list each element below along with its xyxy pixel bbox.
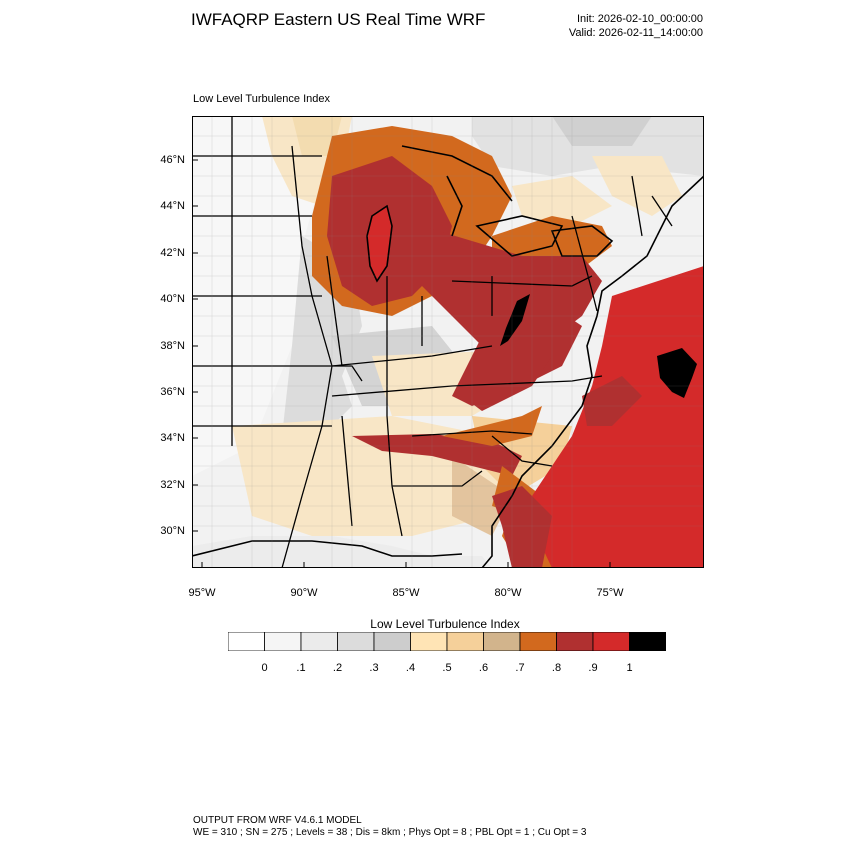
colorbar-label: .3 [369,662,379,674]
lon-label: 85°W [392,587,420,599]
field-title: Low Level Turbulence Index [193,93,330,105]
colorbar-label: 1 [626,662,633,674]
lat-label: 46°N [160,154,185,166]
lon-label: 80°W [494,587,522,599]
colorbar-label: .9 [588,662,598,674]
colorbar-label: .8 [551,662,562,674]
footer-model-line: OUTPUT FROM WRF V4.6.1 MODEL [193,815,362,826]
colorbar-label: .5 [442,662,452,674]
colorbar-swatch [629,632,666,651]
lat-label: 30°N [160,525,185,537]
colorbar-swatch [483,632,521,651]
lat-label: 38°N [160,340,185,352]
colorbar-label: .6 [478,662,489,674]
colorbar-label: .7 [515,662,525,674]
colorbar-swatch [446,632,484,651]
lon-label: 95°W [188,587,216,599]
colorbar-label: .4 [405,662,416,674]
valid-time: Valid: 2026-02-11_14:00:00 [568,27,703,39]
colorbar-swatch [337,632,375,651]
colorbar-swatch [592,632,630,651]
colorbar-swatch [300,632,338,651]
map-title: IWFAQRP Eastern US Real Time WRF [191,10,486,29]
lat-label: 42°N [160,247,185,259]
colorbar-swatch [519,632,557,651]
colorbar-swatch [264,632,302,651]
lon-label: 90°W [290,587,318,599]
colorbar-label: 0 [261,662,268,674]
colorbar-label: .2 [332,662,343,674]
lat-label: 36°N [160,386,185,398]
colorbar [228,632,666,651]
init-time: Init: 2026-02-10_00:00:00 [577,13,703,25]
colorbar-swatch [410,632,448,651]
lat-label: 32°N [160,479,185,491]
lat-label: 40°N [160,293,185,305]
colorbar-swatch [228,632,265,651]
colorbar-swatch [373,632,411,651]
colorbar-label: .1 [296,662,306,674]
lat-label: 34°N [160,432,185,444]
colorbar-swatch [556,632,594,651]
lat-label: 44°N [160,200,185,212]
lon-label: 75°W [596,587,624,599]
footer-params-line: WE = 310 ; SN = 275 ; Levels = 38 ; Dis … [193,827,587,838]
colorbar-title: Low Level Turbulence Index [370,617,520,631]
turbulence-map [192,116,704,568]
